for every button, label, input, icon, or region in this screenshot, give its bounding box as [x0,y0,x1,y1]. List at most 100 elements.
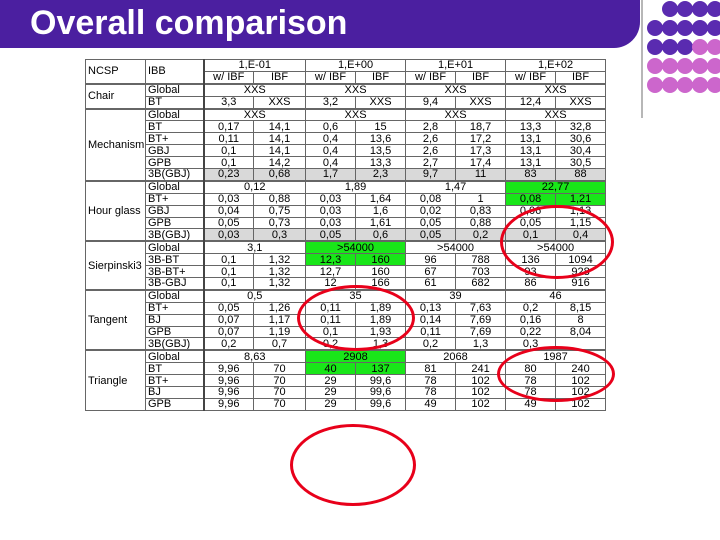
value-cell: 1,6 [355,204,407,218]
table-row: Triangle Global 8,63 2908 2068 1987 [85,349,607,411]
value-cell: 102 [555,374,607,388]
decor-dot [692,58,708,74]
value-cell: XXS [305,107,407,122]
decor-dot [692,77,708,93]
comparison-table: NCSP IBB 1,E-01 1,E+00 1,E+01 1,E+02 w/ … [85,58,607,411]
value-cell: 0,13 [405,301,457,315]
value-cell: 1,21 [555,192,607,206]
value-cell: 0,11 [305,313,357,327]
header-ibf: IBF [455,70,507,85]
value-cell: 102 [555,386,607,399]
value-cell: 14,2 [252,156,307,170]
value-cell: 2,3 [355,167,407,182]
table-row: 3B(GBJ) 0,23 0,68 1,7 2,3 9,7 11 83 88 [86,167,607,182]
header-ibf: IBF [555,70,607,85]
table-row: Mechanism Global XXS XXS XXS XXS [85,107,607,182]
decor-dot [662,77,678,93]
value-cell: 0,03 [202,192,254,206]
value-cell: 0,4 [305,132,357,146]
value-cell: 0,02 [405,204,457,218]
header-row-1: NCSP IBB 1,E-01 1,E+00 1,E+01 1,E+02 [85,58,607,85]
decor-dot [707,58,720,74]
value-cell: 241 [455,362,507,376]
value-cell: 29 [305,374,357,388]
ncsp-name: Mechanism [85,107,146,182]
value-cell: 0,75 [252,204,307,218]
ibb-variant: Global [145,349,204,364]
ibb-variant: BT [145,362,204,376]
table-row: BJ 0,07 1,17 0,11 1,89 0,14 7,69 0,16 8 [86,313,607,327]
value-cell: 0,2 [455,228,507,242]
value-cell: 1,89 [305,179,407,194]
table-row: GBJ 0,04 0,75 0,03 1,6 0,02 0,83 0,06 1,13 [86,204,607,218]
value-cell: 0,05 [405,216,457,230]
value-cell: 70 [252,374,307,388]
table-row: BJ 9,96 70 29 99,6 78 102 78 102 [86,386,607,399]
value-cell: 81 [405,362,457,376]
value-cell: 0,1 [505,228,557,242]
value-cell: 916 [555,277,607,291]
table-row: Tangent Global 0,5 35 39 46 [85,288,607,351]
header-eps-1e-01: 1,E-01 [202,59,307,72]
decor-dot [647,58,663,74]
value-cell: 78 [505,374,557,388]
ibb-variant: BT [145,120,204,134]
value-cell: 0,08 [505,192,557,206]
table-row: Hour glass Global 0,12 1,89 1,47 22,77 [85,179,607,242]
ibb-variant: BT [145,95,204,110]
value-cell: 8,63 [202,349,307,364]
value-cell: 29 [305,386,357,399]
value-cell: 0,12 [202,179,307,194]
value-cell: 0,03 [305,216,357,230]
value-cell: 0,06 [505,204,557,218]
value-cell: 0,11 [202,132,254,146]
value-cell: 1,17 [252,313,307,327]
value-cell: 0,1 [202,253,254,267]
value-cell: >54000 [505,240,607,255]
value-cell: 22,77 [505,179,607,194]
table-row: BT+ 0,11 14,1 0,4 13,6 2,6 17,2 13,1 30,6 [86,132,607,146]
decor-dot [647,39,663,55]
decor-dot [692,1,708,17]
table-row: Sierpinski3 Global 3,1 >54000 >54000 >54000 [85,240,607,291]
value-cell: 9,96 [202,362,254,376]
ibb-variant: 3B-BT+ [145,265,204,279]
value-cell: 2,6 [405,144,457,158]
value-cell: 96 [405,253,457,267]
value-cell: 9,96 [202,386,254,399]
value-cell: 88 [555,167,607,182]
decor-dot [707,20,720,36]
value-cell: 99,6 [355,374,407,388]
value-cell: 0,83 [455,204,507,218]
value-cell: XXS [202,82,307,97]
table-body: NCSP IBB 1,E-01 1,E+00 1,E+01 1,E+02 w/ … [85,58,607,411]
value-cell: 0,2 [202,337,254,351]
value-cell: 32,8 [555,120,607,134]
value-cell: 0,1 [202,156,254,170]
value-cell: 0,7 [252,337,307,351]
table-row: GPB 0,05 0,73 0,03 1,61 0,05 0,88 0,05 1,15 [86,216,607,230]
header-wo-ibf: w/ IBF [305,70,357,85]
value-cell: 67 [405,265,457,279]
value-cell: 70 [252,386,307,399]
value-cell: 0,88 [455,216,507,230]
value-cell: 2908 [305,349,407,364]
table-row: BT 3,3 XXS 3,2 XXS 9,4 XXS 12,4 XXS [86,95,607,110]
header-ncsp: NCSP [85,58,146,85]
value-cell: 8,04 [555,325,607,339]
slide-title: Overall comparison [30,4,348,42]
value-cell: 49 [505,397,557,411]
value-cell: 0,05 [202,301,254,315]
ibb-variant: GPB [145,156,204,170]
decor-dot [677,77,693,93]
value-cell: 0,22 [505,325,557,339]
value-cell: 136 [505,253,557,267]
value-cell: 83 [505,167,557,182]
value-cell: 0,03 [305,192,357,206]
value-cell [555,337,607,351]
value-cell: 102 [555,397,607,411]
value-cell: 0,08 [405,192,457,206]
value-cell: 9,7 [405,167,457,182]
value-cell: 8,15 [555,301,607,315]
value-cell: 9,96 [202,374,254,388]
